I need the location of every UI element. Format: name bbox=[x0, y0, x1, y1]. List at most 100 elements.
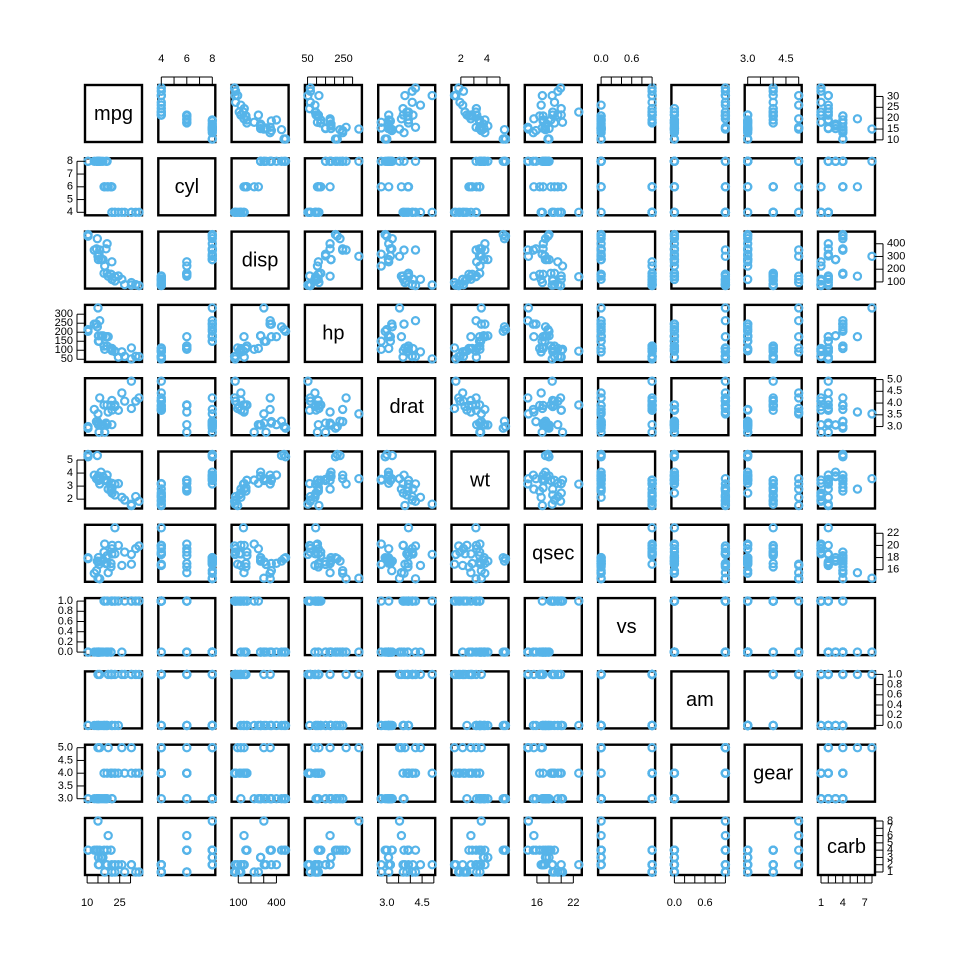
data-point bbox=[259, 647, 269, 657]
data-point bbox=[313, 549, 323, 559]
data-point bbox=[669, 182, 680, 192]
data-point bbox=[93, 156, 103, 166]
data-point bbox=[823, 492, 833, 503]
data-point bbox=[596, 852, 606, 863]
panel-frame bbox=[596, 816, 657, 877]
data-point bbox=[823, 559, 833, 569]
variable-label: mpg bbox=[94, 103, 133, 125]
data-point bbox=[794, 251, 804, 262]
data-point bbox=[400, 500, 410, 511]
data-point bbox=[556, 720, 566, 731]
data-point bbox=[261, 427, 271, 437]
tick-label: 3 bbox=[887, 851, 893, 863]
data-point bbox=[537, 500, 548, 511]
data-point bbox=[669, 475, 680, 486]
data-point bbox=[394, 743, 405, 753]
tick-label: 250 bbox=[334, 53, 352, 65]
data-point bbox=[538, 156, 548, 166]
panel-frame bbox=[230, 596, 290, 657]
tick-label: 3.0 bbox=[58, 793, 73, 805]
data-point bbox=[99, 182, 109, 192]
data-point bbox=[669, 123, 680, 134]
data-point bbox=[325, 419, 335, 430]
data-point bbox=[528, 845, 539, 855]
data-point bbox=[255, 647, 266, 657]
data-point bbox=[852, 182, 863, 192]
data-point bbox=[376, 123, 386, 133]
data-point bbox=[325, 484, 335, 494]
data-point bbox=[476, 409, 487, 419]
data-point bbox=[480, 319, 490, 329]
data-point bbox=[126, 376, 137, 386]
data-point bbox=[236, 110, 246, 120]
data-point bbox=[794, 596, 804, 606]
tick-label: 7 bbox=[887, 822, 893, 834]
tick-label: 0.0 bbox=[593, 53, 608, 65]
data-point bbox=[325, 156, 335, 166]
data-point bbox=[320, 794, 331, 804]
data-point bbox=[410, 83, 421, 93]
data-point bbox=[182, 257, 192, 267]
data-point bbox=[93, 409, 103, 419]
panel-frame bbox=[596, 230, 657, 290]
data-point bbox=[596, 568, 606, 578]
panel-frame bbox=[670, 303, 730, 364]
data-point bbox=[207, 473, 217, 484]
data-point bbox=[320, 418, 331, 428]
data-point bbox=[253, 867, 264, 877]
data-point bbox=[182, 830, 192, 841]
data-point bbox=[743, 239, 753, 249]
data-point bbox=[537, 343, 548, 353]
data-point bbox=[499, 647, 510, 657]
data-point bbox=[794, 388, 804, 398]
data-point bbox=[596, 830, 606, 841]
data-point bbox=[867, 647, 877, 657]
data-point bbox=[107, 794, 117, 804]
data-point bbox=[354, 743, 364, 753]
tick-label: 8 bbox=[67, 155, 73, 167]
data-point bbox=[93, 473, 103, 484]
data-point bbox=[305, 478, 315, 489]
data-point bbox=[415, 207, 426, 217]
data-point bbox=[134, 867, 144, 877]
data-point bbox=[384, 343, 394, 354]
data-point bbox=[669, 768, 680, 778]
data-point bbox=[467, 558, 477, 569]
data-point bbox=[647, 475, 657, 486]
data-point bbox=[669, 558, 680, 569]
data-point bbox=[337, 794, 348, 804]
data-point bbox=[547, 596, 558, 606]
tick-label: 20 bbox=[887, 112, 899, 124]
data-point bbox=[499, 322, 510, 332]
data-point bbox=[823, 207, 833, 217]
data-point bbox=[126, 559, 137, 569]
data-point bbox=[236, 720, 246, 731]
data-point bbox=[457, 647, 468, 657]
data-point bbox=[823, 419, 833, 430]
data-point bbox=[415, 743, 426, 753]
data-point bbox=[415, 274, 426, 285]
data-point bbox=[394, 303, 405, 313]
data-point bbox=[387, 322, 397, 332]
data-point bbox=[466, 207, 476, 217]
tick-label: 16 bbox=[887, 564, 899, 576]
data-point bbox=[207, 743, 217, 753]
data-point bbox=[823, 110, 833, 120]
data-point bbox=[823, 100, 833, 110]
data-point bbox=[794, 573, 804, 583]
data-point bbox=[326, 852, 336, 863]
data-point bbox=[474, 845, 485, 855]
data-point bbox=[471, 743, 481, 753]
data-point bbox=[102, 794, 112, 804]
data-point bbox=[410, 122, 421, 132]
data-point bbox=[276, 124, 287, 135]
data-point bbox=[311, 720, 321, 731]
data-point bbox=[399, 245, 409, 255]
data-point bbox=[396, 568, 407, 578]
data-point bbox=[523, 409, 534, 419]
data-point bbox=[271, 332, 282, 342]
data-point bbox=[838, 316, 848, 326]
panel-frame bbox=[83, 596, 144, 657]
data-point bbox=[449, 90, 460, 101]
data-point bbox=[499, 124, 510, 135]
